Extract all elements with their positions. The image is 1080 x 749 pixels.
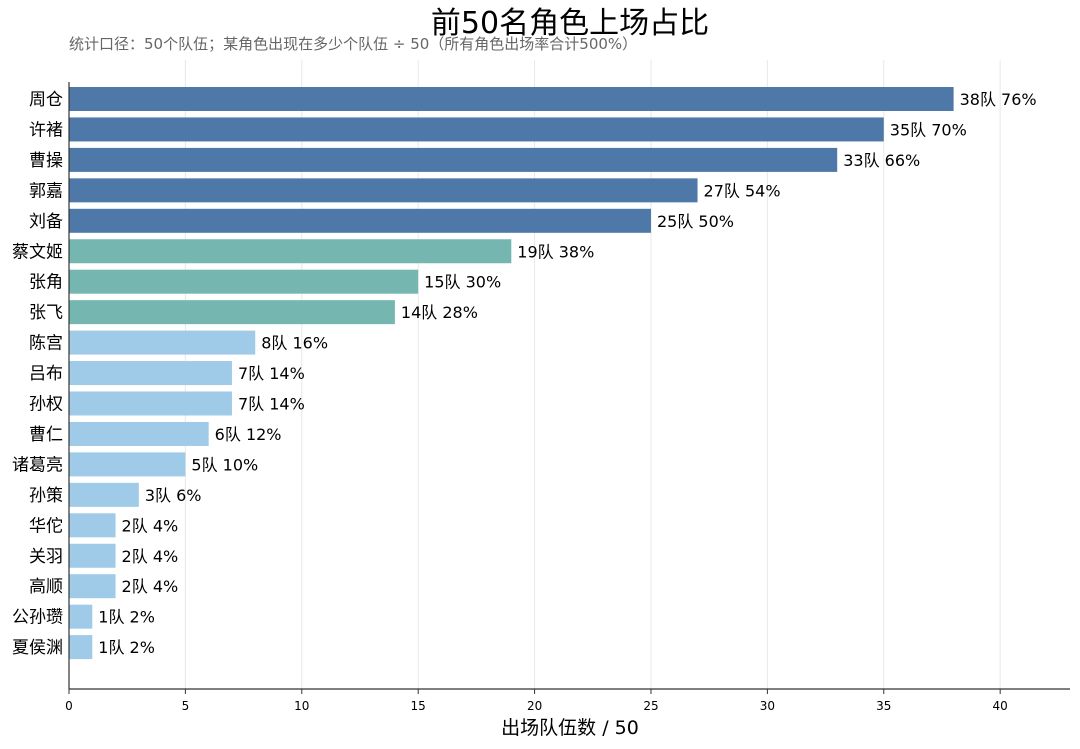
category-label: 吕布: [29, 364, 63, 384]
category-label: 陈宫: [29, 334, 63, 354]
bar-value-label: 38队 76%: [960, 90, 1037, 109]
category-label: 华佗: [29, 516, 63, 536]
bar: [69, 239, 512, 264]
bar-value-label: 3队 6%: [145, 486, 202, 505]
bar: [69, 300, 395, 325]
bar-value-label: 33队 66%: [843, 151, 920, 170]
bar-value-label: 2队 4%: [122, 577, 179, 596]
x-axis: 0 5 10 15 20 25 30 35 40: [65, 82, 1070, 713]
x-tick-label: 35: [876, 699, 891, 713]
bar-value-labels: 38队 76% 35队 70% 33队 66% 27队 54% 25队 50% 19队 3…: [98, 90, 1036, 657]
bar: [69, 452, 186, 477]
category-label: 郭嘉: [29, 181, 63, 201]
bar-value-label: 5队 10%: [191, 455, 258, 474]
x-tick-label: 40: [993, 699, 1008, 713]
category-label: 高顺: [29, 577, 63, 597]
chart-title: 前50名角色上场占比: [431, 6, 709, 41]
category-label: 周仓: [29, 90, 63, 110]
bar-value-label: 19队 38%: [517, 242, 594, 261]
x-tick-label: 5: [182, 699, 190, 713]
category-label: 孙权: [29, 395, 63, 415]
bar-value-label: 2队 4%: [122, 516, 179, 535]
x-tick-label: 15: [411, 699, 426, 713]
x-axis-title: 出场队伍数 / 50: [501, 717, 639, 739]
x-tick-label: 10: [294, 699, 309, 713]
bar-value-label: 35队 70%: [890, 120, 967, 139]
bar-value-label: 6队 12%: [215, 425, 282, 444]
category-label: 蔡文姬: [12, 242, 63, 262]
bar: [69, 208, 651, 233]
bar: [69, 482, 139, 507]
category-label: 夏侯渊: [12, 638, 63, 658]
bar-value-label: 7队 14%: [238, 364, 305, 383]
category-label: 曹仁: [29, 425, 63, 445]
category-label: 许褚: [29, 120, 63, 140]
category-label: 张飞: [29, 303, 63, 323]
category-label: 孙策: [29, 486, 63, 506]
bar: [69, 117, 884, 142]
x-tick-label: 25: [643, 699, 658, 713]
bar-value-label: 8队 16%: [261, 334, 328, 353]
bar-value-label: 14队 28%: [401, 303, 478, 322]
bar-value-label: 27队 54%: [704, 181, 781, 200]
bar: [69, 604, 93, 629]
x-tick-label: 0: [65, 699, 73, 713]
bar-value-label: 2队 4%: [122, 547, 179, 566]
category-label: 曹操: [29, 151, 63, 171]
bar: [69, 635, 93, 660]
bar: [69, 391, 232, 416]
bar: [69, 543, 116, 568]
bar: [69, 513, 116, 538]
bars: [69, 87, 954, 660]
chart-subtitle: 统计口径：50个队伍；某角色出现在多少个队伍 ÷ 50（所有角色出场率合计500…: [69, 35, 637, 53]
bar: [69, 147, 838, 172]
bar-value-label: 1队 2%: [98, 608, 155, 627]
category-label: 刘备: [29, 212, 63, 232]
category-label: 关羽: [29, 547, 63, 567]
bar: [69, 361, 232, 386]
x-tick-label: 30: [760, 699, 775, 713]
bar: [69, 178, 698, 203]
bar: [69, 269, 419, 294]
bar: [69, 421, 209, 446]
bar: [69, 330, 256, 355]
category-label: 张角: [29, 273, 63, 293]
bar: [69, 574, 116, 599]
bar-value-label: 1队 2%: [98, 638, 155, 657]
bar-value-label: 15队 30%: [424, 273, 501, 292]
category-label: 公孙瓒: [12, 608, 63, 628]
x-tick-label: 20: [527, 699, 542, 713]
bar-value-label: 25队 50%: [657, 212, 734, 231]
category-labels: 周仓许褚曹操郭嘉刘备蔡文姬张角张飞陈宫吕布孙权曹仁诸葛亮孙策华佗关羽高顺公孙瓒夏…: [12, 90, 63, 658]
category-label: 诸葛亮: [12, 455, 63, 475]
bar-value-label: 7队 14%: [238, 395, 305, 414]
bar: [69, 87, 954, 111]
